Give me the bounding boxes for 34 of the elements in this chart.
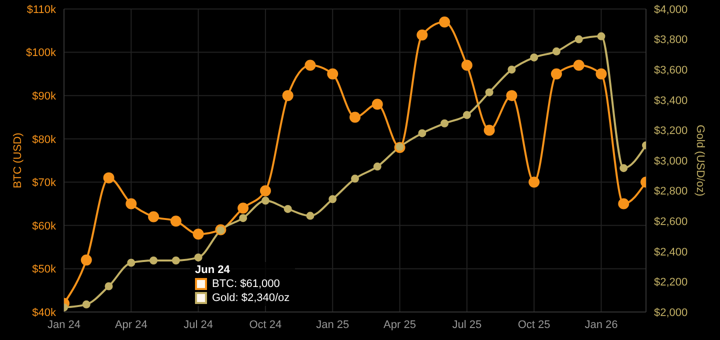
annotation: BTC: $61,000 bbox=[212, 277, 280, 291]
x-tick-label: Jan 24 bbox=[47, 318, 81, 331]
annotation: Gold: $2,340/oz bbox=[212, 291, 290, 305]
x-tick-label: Apr 25 bbox=[384, 318, 416, 331]
x-tick-label: Oct 25 bbox=[518, 318, 550, 331]
y2-tick-label: $2,600 bbox=[654, 216, 688, 228]
y-tick-label: $50k bbox=[32, 264, 56, 276]
x-tick-label: Jan 25 bbox=[316, 318, 350, 331]
y2-tick-label: $2,200 bbox=[654, 276, 688, 289]
tooltip-box: Jun 24 BTC: $61,000 Gold: $2,340/oz bbox=[190, 262, 295, 306]
y-tick-label: $80k bbox=[32, 134, 56, 146]
y2-tick-label: $2,400 bbox=[654, 246, 688, 258]
y2-tick-label: $3,200 bbox=[654, 125, 688, 138]
y-tick-label: $60k bbox=[32, 220, 56, 232]
x-tick-label: Jul 24 bbox=[184, 318, 213, 331]
y2-tick-label: $2,800 bbox=[654, 186, 688, 198]
y2-tick-label: $2,000 bbox=[654, 306, 688, 319]
y-tick-label: $90k bbox=[32, 90, 56, 102]
x-tick-label: Apr 24 bbox=[114, 318, 148, 331]
y-tick-label: $70k bbox=[32, 177, 56, 190]
y-tick-label: $110k bbox=[26, 4, 56, 16]
y2-axis-title: Gold (USD/oz) bbox=[694, 124, 706, 196]
y2-tick-label: $3,400 bbox=[654, 94, 688, 107]
y2-tick-label: $3,000 bbox=[654, 155, 688, 168]
y2-tick-label: $3,800 bbox=[654, 34, 688, 46]
y-tick-label: $40k bbox=[32, 306, 56, 319]
y2-tick-label: $3,600 bbox=[654, 64, 688, 77]
y2-tick-label: $4,000 bbox=[654, 4, 688, 16]
y-tick-label: $100k bbox=[26, 47, 56, 60]
annotation: Jun 24 bbox=[195, 263, 231, 277]
y-axis-title: BTC (USD) bbox=[12, 132, 24, 188]
x-tick-label: Oct 24 bbox=[249, 318, 282, 331]
x-tick-label: Jul 25 bbox=[452, 318, 482, 331]
x-tick-label: Jan 26 bbox=[584, 318, 618, 331]
